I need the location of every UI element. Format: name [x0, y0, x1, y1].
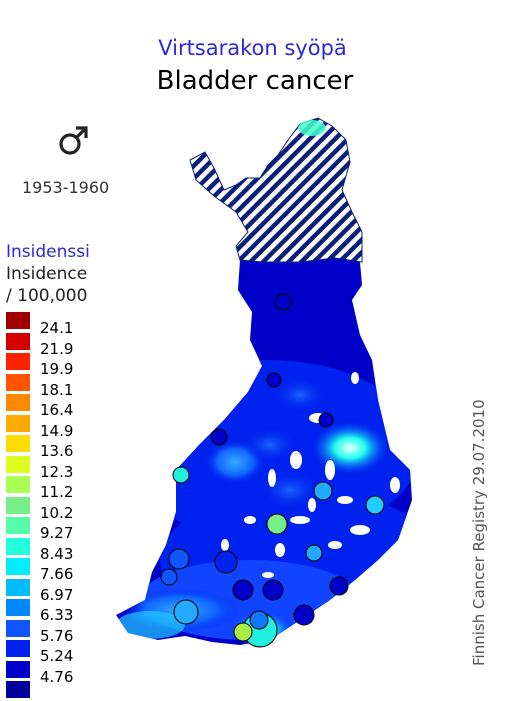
legend-value: 8.43	[40, 544, 74, 563]
legend-value: 14.9	[40, 421, 74, 440]
municipality-circle	[210, 428, 228, 446]
legend-swatch	[6, 332, 30, 350]
legend-value: 19.9	[40, 360, 74, 378]
legend-item	[6, 681, 126, 701]
legend-swatch	[6, 660, 30, 678]
legend-value: 24.1	[40, 319, 74, 337]
legend-value: 5.24	[40, 647, 74, 665]
legend-swatch	[6, 312, 30, 329]
legend-value: 12.3	[40, 462, 74, 481]
municipality-circle	[173, 599, 199, 625]
legend-item: 8.43	[6, 537, 126, 562]
legend-item: 21.9	[6, 332, 126, 357]
legend-swatch	[6, 353, 30, 370]
legend-item: 24.1	[6, 312, 126, 337]
legend-value: 21.9	[40, 339, 74, 358]
legend-item: 6.97	[6, 578, 126, 603]
municipality-circle	[262, 579, 284, 601]
municipality-circle	[313, 481, 333, 501]
municipality-circle	[318, 412, 334, 428]
legend-item: 4.76	[6, 660, 126, 685]
legend-value: 13.6	[40, 442, 74, 460]
legend-value: 18.1	[40, 380, 74, 399]
municipality-circle	[160, 568, 178, 586]
municipality-circle	[249, 610, 269, 630]
municipality-circle	[329, 576, 349, 596]
legend-value: 6.33	[40, 606, 74, 624]
legend-item: 5.24	[6, 640, 126, 665]
map-title-finnish: Virtsarakon syöpä	[158, 36, 347, 60]
legend-swatch	[6, 537, 30, 555]
male-symbol-icon	[59, 126, 88, 155]
legend-swatch	[6, 476, 30, 493]
municipality-circle	[266, 372, 282, 388]
legend-swatch	[6, 619, 30, 637]
legend-swatch	[6, 578, 30, 596]
legend-swatch	[6, 414, 30, 432]
municipality-circle	[168, 548, 190, 570]
period-label: 1953-1960	[22, 178, 110, 197]
legend-value: 16.4	[40, 401, 74, 419]
legend-item: 14.9	[6, 414, 126, 439]
legend-item: 7.66	[6, 558, 126, 583]
municipality-circle	[214, 550, 238, 574]
legend-value: 9.27	[40, 524, 74, 542]
credit-text: Finnish Cancer Registry 29.07.2010	[470, 399, 488, 666]
legend-value: 11.2	[40, 483, 74, 501]
legend-swatch	[6, 394, 30, 411]
legend-value: 4.76	[40, 667, 74, 686]
legend-item: 10.2	[6, 496, 126, 521]
legend-swatch	[6, 517, 30, 534]
legend-item: 11.2	[6, 476, 126, 501]
legend-swatch	[6, 373, 30, 391]
lapland-highlight	[298, 120, 326, 136]
legend-unit: / 100,000	[6, 286, 88, 306]
municipality-circle	[293, 604, 315, 626]
legend-value: 10.2	[40, 503, 74, 522]
legend-swatch	[6, 681, 30, 698]
legend-item: 9.27	[6, 517, 126, 542]
legend-value: 7.66	[40, 565, 74, 583]
legend-value: 6.97	[40, 585, 74, 604]
legend-item: 18.1	[6, 373, 126, 398]
legend-value: 5.76	[40, 626, 74, 645]
finland-incidence-map	[116, 117, 412, 648]
legend-item: 13.6	[6, 435, 126, 460]
legend-swatch	[6, 599, 30, 616]
municipality-circle	[274, 293, 292, 311]
legend-item: 12.3	[6, 455, 126, 480]
municipality-circles	[160, 293, 385, 648]
legend-item: 19.9	[6, 353, 126, 378]
municipality-circle	[172, 466, 190, 484]
legend-swatch	[6, 640, 30, 657]
municipality-circle	[233, 622, 253, 642]
municipality-circle	[305, 544, 323, 562]
legend-swatch	[6, 558, 30, 575]
legend-title-english: Insidence	[6, 264, 88, 284]
municipality-circle	[365, 495, 385, 515]
municipality-circle	[232, 579, 254, 601]
legend-item: 16.4	[6, 394, 126, 419]
legend-swatch	[6, 435, 30, 452]
legend-swatch	[6, 455, 30, 473]
region-lapland-hatched	[189, 117, 363, 263]
map-title-english: Bladder cancer	[156, 66, 354, 96]
legend-item: 5.76	[6, 619, 126, 644]
legend-item: 6.33	[6, 599, 126, 624]
legend-swatch	[6, 496, 30, 514]
municipality-circle	[266, 513, 288, 535]
legend-title-finnish: Insidenssi	[6, 242, 90, 262]
